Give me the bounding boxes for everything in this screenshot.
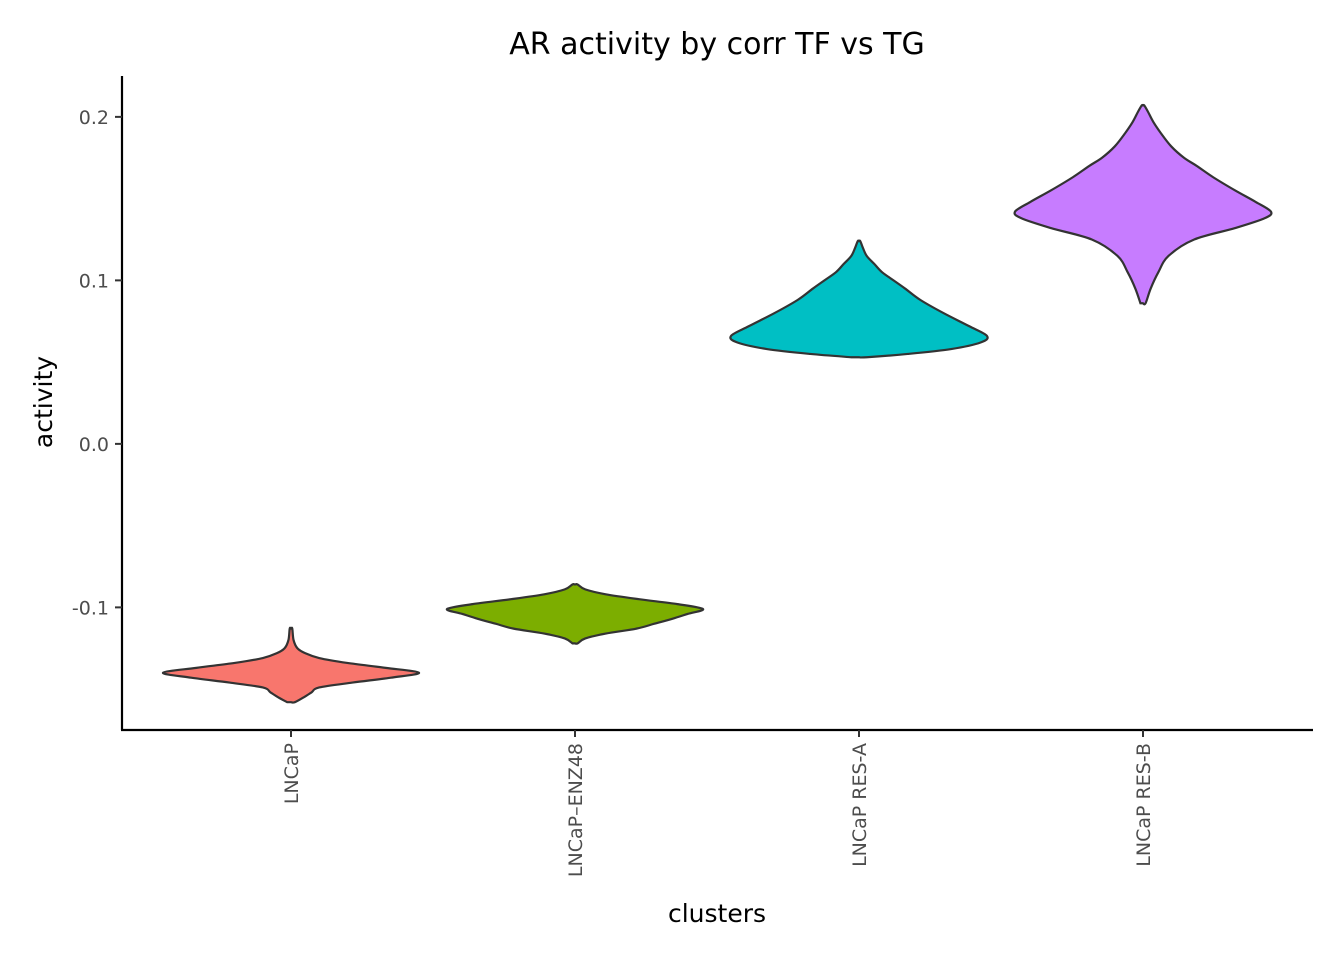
y-tick-label: -0.1 bbox=[72, 597, 109, 619]
x-axis-title: clusters bbox=[668, 899, 766, 928]
x-tick-label: LNCaP–ENZ48 bbox=[565, 743, 587, 877]
x-axis: LNCaP LNCaP–ENZ48 LNCaP RES-A LNCaP RES-B bbox=[281, 730, 1155, 877]
y-tick-label: 0.2 bbox=[79, 107, 109, 129]
violins-group bbox=[161, 103, 1273, 704]
y-axis: -0.1 0.0 0.1 0.2 bbox=[72, 107, 122, 619]
x-tick-label: LNCaP bbox=[281, 743, 303, 804]
y-axis-title: activity bbox=[29, 356, 58, 448]
y-tick-label: 0.1 bbox=[79, 270, 109, 292]
x-tick-label: LNCaP RES-B bbox=[1133, 743, 1155, 867]
violin-4 bbox=[1013, 103, 1273, 306]
x-tick-label: LNCaP RES-A bbox=[849, 743, 871, 867]
chart-title: AR activity by corr TF vs TG bbox=[509, 27, 925, 62]
y-tick-label: 0.0 bbox=[79, 434, 109, 456]
violin-3 bbox=[729, 239, 989, 359]
violin-1 bbox=[161, 626, 421, 704]
violin-2 bbox=[445, 583, 705, 645]
